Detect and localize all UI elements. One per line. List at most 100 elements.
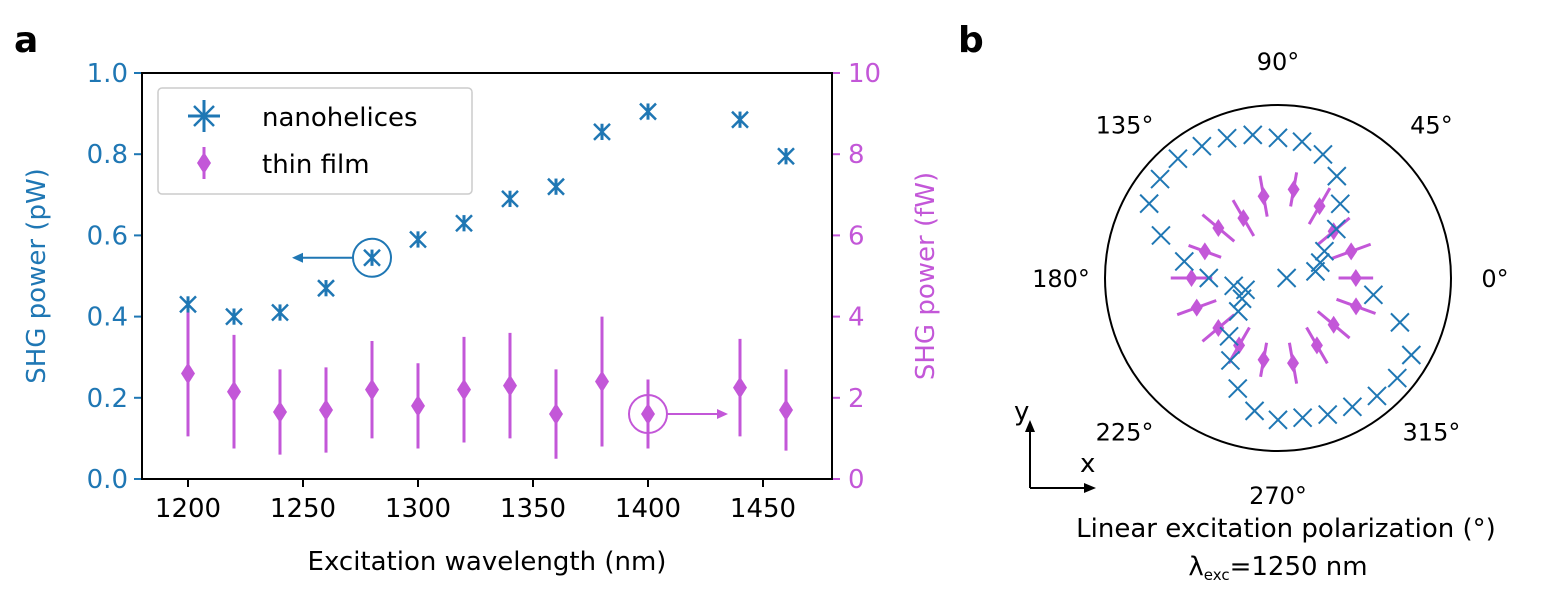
polar-chart: 0° 45° 90° 135° 180° 225° 270° 315° y x Linear …	[1014, 48, 1509, 584]
y-tick-label-left: 0.2	[87, 384, 128, 414]
thin-film-point	[595, 370, 609, 393]
nanohelices-polar-point	[1244, 401, 1265, 421]
thin-film-polar-point	[1287, 172, 1300, 207]
nanohelices-polar-point	[1232, 289, 1252, 309]
annotation-left-axis	[292, 237, 392, 278]
nanohelices-point	[547, 177, 565, 196]
legend-box	[157, 87, 473, 195]
nanohelices-point	[501, 189, 519, 208]
thin-film-point	[503, 374, 517, 397]
legend-marker-nanohelices	[188, 100, 220, 132]
thin-film-polar-point	[1257, 342, 1270, 378]
nanohelices-polar-point	[1326, 219, 1347, 239]
nanohelices-polar-point	[1327, 166, 1347, 186]
y-arrow-head	[1025, 420, 1035, 432]
x-tick-label: 1400	[615, 494, 681, 524]
annotation-right-axis	[628, 394, 728, 435]
angle-label: 270°	[1249, 482, 1307, 510]
x-tick-label: 1450	[730, 494, 796, 524]
nanohelices-polar-point	[1219, 326, 1239, 347]
x-tick-label: 1350	[500, 494, 566, 524]
nanohelices-polar-point	[1174, 251, 1195, 272]
angle-label: 225°	[1096, 418, 1154, 446]
thin-film-polar-point	[1231, 199, 1256, 237]
nanohelices-polar-point	[1387, 368, 1407, 388]
nanohelices-point	[455, 214, 473, 233]
legend: nanohelices thin film	[157, 87, 473, 195]
x-tick-label: 1200	[155, 494, 221, 524]
nanohelices-polar-point	[1390, 312, 1410, 333]
x-tick-label: 1300	[385, 494, 451, 524]
angle-label: 135°	[1096, 112, 1154, 140]
nanohelices-polar-point	[1268, 410, 1288, 430]
thin-film-point	[457, 378, 471, 401]
nanohelices-polar-point	[1292, 407, 1313, 428]
nanohelices-point	[179, 295, 197, 314]
y-tick-label-right: 2	[848, 384, 865, 414]
y-tick-label-left: 1.0	[87, 59, 128, 89]
x-tick-label: 1250	[270, 494, 336, 524]
nanohelices-polar-point	[1330, 194, 1350, 214]
thin-film-polar-point	[1257, 175, 1270, 217]
thin-film-polar-point	[1338, 269, 1374, 287]
nanohelices-polar-point	[1243, 125, 1263, 145]
nanohelices-point	[639, 102, 657, 121]
thin-film-polar-point	[1336, 297, 1377, 316]
panel-label-b: b	[958, 20, 984, 61]
thin-film-point	[273, 401, 287, 424]
thin-film-polar-point	[1287, 342, 1300, 384]
thin-film-point	[365, 378, 379, 401]
lambda-symbol: λ	[1188, 552, 1203, 582]
nanohelices-polar-point	[1192, 136, 1212, 156]
thin-film-point	[641, 403, 655, 426]
y-axis-label-left: SHG power (pW)	[22, 168, 52, 384]
nanohelices-polar-point	[1317, 404, 1338, 425]
plot-frame	[141, 72, 833, 480]
thin-film-point	[411, 394, 425, 417]
polar-frame	[1104, 104, 1452, 452]
angle-label: 0°	[1481, 265, 1508, 293]
thin-film-polar-point	[1305, 326, 1329, 365]
nanohelices-point	[271, 303, 289, 322]
thin-film-polar-point	[1316, 310, 1351, 340]
nanohelices-polar-point	[1363, 285, 1384, 305]
angle-label: 315°	[1403, 418, 1461, 446]
legend-label-thin-film: thin film	[262, 150, 370, 180]
y-tick-label-left: 0.4	[87, 303, 128, 333]
y-tick-label-right: 0	[848, 465, 865, 495]
y-tick-label-left: 0.6	[87, 221, 128, 251]
nanohelices-polar-point	[1151, 225, 1171, 246]
nanohelices-polar-point	[1223, 276, 1244, 296]
thin-film-polar-point	[1188, 242, 1222, 261]
nanohelices-polar-point	[1268, 128, 1288, 148]
nanohelices-polar-point	[1228, 301, 1248, 322]
thin-film-point	[549, 403, 563, 426]
thin-film-point	[779, 398, 793, 421]
nanohelices-point	[593, 122, 611, 141]
nanohelices-polar-point	[1305, 261, 1326, 282]
nanohelices-point	[731, 110, 749, 129]
nanohelices-polar-point	[1217, 128, 1237, 148]
panel-label-a: a	[14, 20, 38, 61]
y-tick-label-right: 10	[848, 59, 881, 89]
y-tick-label-left: 0.0	[87, 465, 128, 495]
axes-indicator-x-label: x	[1080, 449, 1095, 479]
thin-film-polar-point	[1331, 242, 1372, 261]
thin-film-point	[181, 362, 195, 385]
nanohelices-polar-point	[1310, 252, 1330, 273]
thin-film-point	[227, 380, 241, 403]
x-arrow-head	[1084, 483, 1096, 493]
nanohelices-polar-point	[1150, 169, 1170, 189]
nanohelices-point	[777, 147, 795, 166]
legend-marker-thin-film	[197, 147, 211, 179]
lambda-subscript: exc	[1204, 566, 1230, 584]
nanohelices-point	[317, 279, 335, 298]
y-tick-label-left: 0.8	[87, 140, 128, 170]
angle-label: 90°	[1257, 48, 1300, 76]
thin-film-polar-point	[1307, 187, 1332, 225]
y-tick-label-right: 4	[848, 303, 865, 333]
y-tick-label-right: 8	[848, 140, 865, 170]
nanohelices-polar-point	[1168, 149, 1188, 169]
angle-label: 45°	[1410, 112, 1453, 140]
